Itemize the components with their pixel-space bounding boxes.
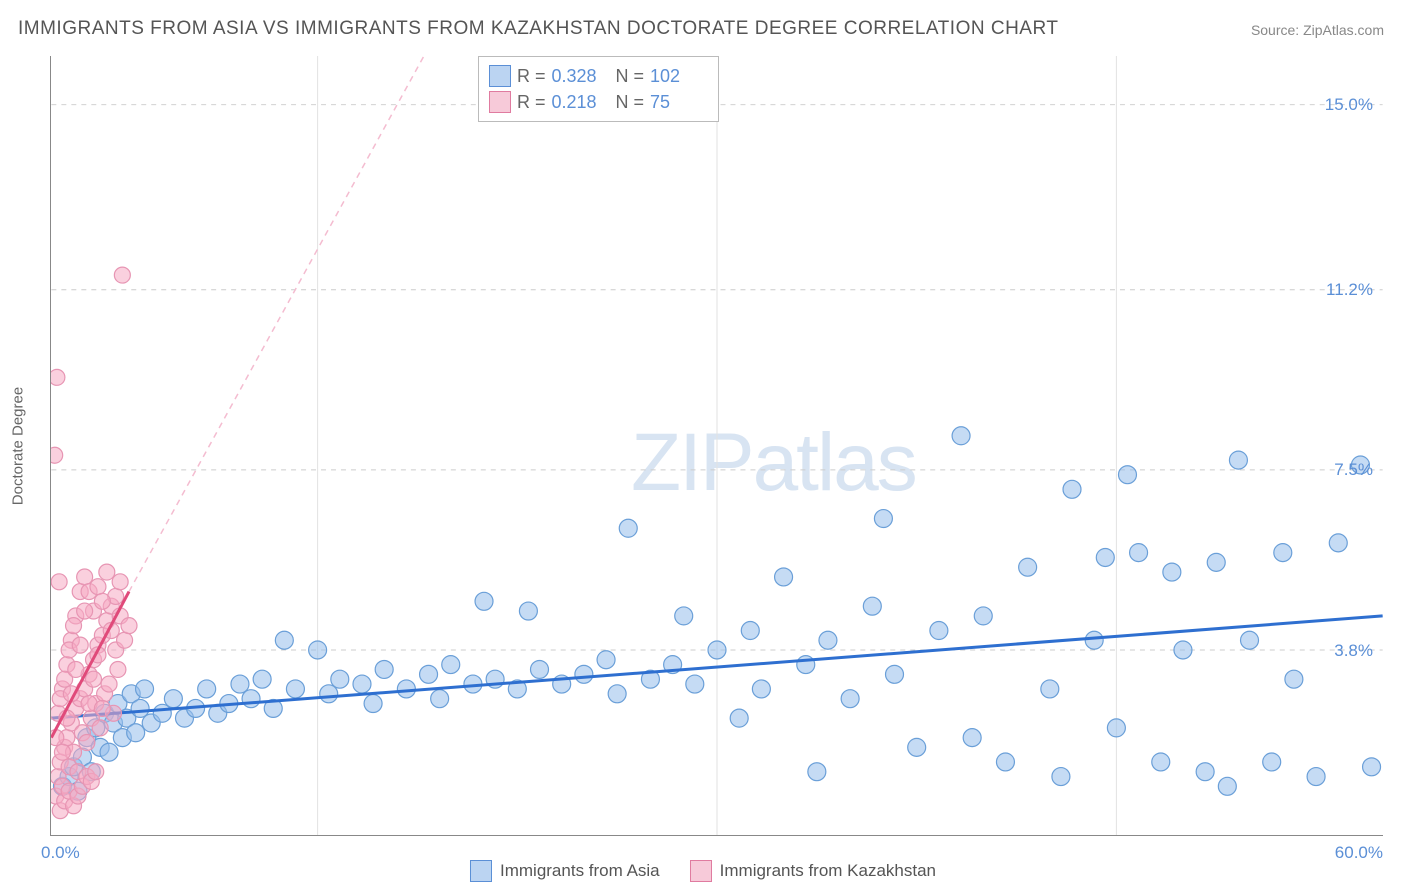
legend-label: Immigrants from Asia bbox=[500, 861, 660, 881]
y-axis-title: Doctorate Degree bbox=[10, 387, 27, 505]
plot-area: ZIPatlas 3.8%7.5%11.2%15.0%0.0%60.0% bbox=[50, 56, 1383, 836]
n-label: N = bbox=[616, 92, 645, 113]
legend-row-kz: R = 0.218 N = 75 bbox=[489, 89, 708, 115]
swatch-pink-icon bbox=[489, 91, 511, 113]
chart-svg bbox=[51, 56, 1383, 835]
y-tick-label: 15.0% bbox=[1325, 95, 1373, 115]
r-value: 0.218 bbox=[552, 92, 610, 113]
y-tick-label: 7.5% bbox=[1334, 460, 1373, 480]
r-value: 0.328 bbox=[552, 66, 610, 87]
x-tick-label: 0.0% bbox=[41, 843, 80, 863]
swatch-blue-icon bbox=[489, 65, 511, 87]
source-label: Source: ZipAtlas.com bbox=[1251, 22, 1384, 38]
legend-item-kz: Immigrants from Kazakhstan bbox=[690, 860, 936, 882]
x-tick-label: 60.0% bbox=[1335, 843, 1383, 863]
legend-label: Immigrants from Kazakhstan bbox=[720, 861, 936, 881]
legend-row-asia: R = 0.328 N = 102 bbox=[489, 63, 708, 89]
chart-title: IMMIGRANTS FROM ASIA VS IMMIGRANTS FROM … bbox=[18, 18, 1058, 40]
n-value: 102 bbox=[650, 66, 708, 87]
y-tick-label: 11.2% bbox=[1326, 280, 1373, 300]
r-label: R = bbox=[517, 66, 546, 87]
swatch-blue-icon bbox=[470, 860, 492, 882]
legend-item-asia: Immigrants from Asia bbox=[470, 860, 660, 882]
swatch-pink-icon bbox=[690, 860, 712, 882]
y-tick-label: 3.8% bbox=[1334, 641, 1373, 661]
legend-stats: R = 0.328 N = 102 R = 0.218 N = 75 bbox=[478, 56, 719, 122]
legend-series: Immigrants from Asia Immigrants from Kaz… bbox=[470, 860, 936, 882]
n-value: 75 bbox=[650, 92, 708, 113]
r-label: R = bbox=[517, 92, 546, 113]
n-label: N = bbox=[616, 66, 645, 87]
